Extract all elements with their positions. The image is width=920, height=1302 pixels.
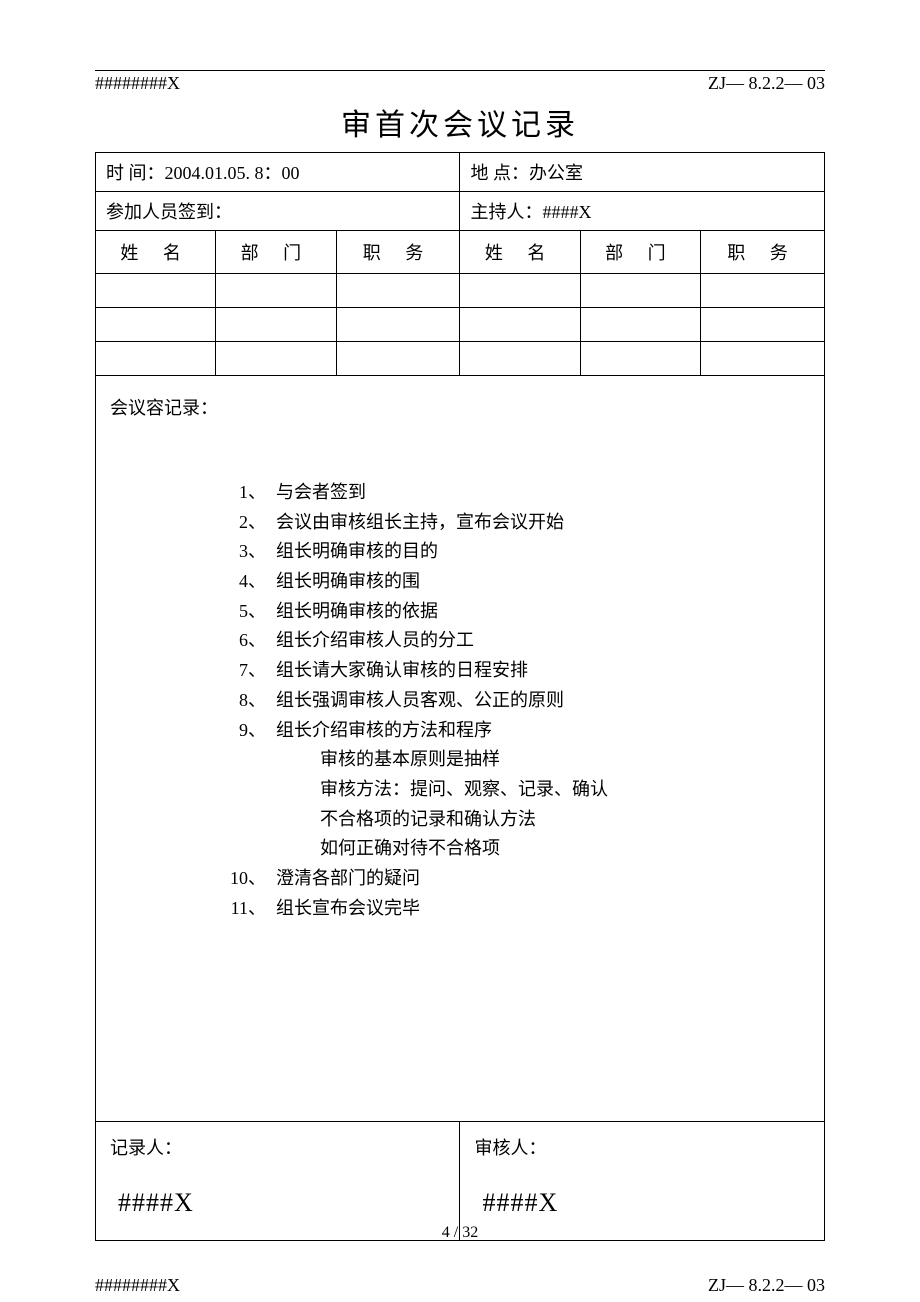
list-item: 组长明确审核的依据 bbox=[276, 597, 438, 627]
recorder-label: 记录人： bbox=[110, 1134, 445, 1160]
content-spacer bbox=[110, 923, 810, 1103]
list-num: 11、 bbox=[230, 894, 276, 924]
row-content: 会议容记录： 1、与会者签到 2、会议由审核组长主持，宣布会议开始 3、组长明确… bbox=[96, 376, 825, 1122]
table-row bbox=[96, 342, 825, 376]
auditor-label: 审核人： bbox=[474, 1134, 810, 1160]
colhead-duty-2: 职 务 bbox=[701, 231, 825, 274]
content-list: 1、与会者签到 2、会议由审核组长主持，宣布会议开始 3、组长明确审核的目的 4… bbox=[110, 478, 810, 923]
footer-right: ZJ— 8.2.2— 03 bbox=[708, 1275, 825, 1296]
list-item: 组长明确审核的目的 bbox=[276, 537, 438, 567]
list-item: 组长请大家确认审核的日程安排 bbox=[276, 656, 528, 686]
cell-attend: 参加人员签到： bbox=[96, 192, 460, 231]
cell-time: 时 间：2004.01.05. 8：00 bbox=[96, 153, 460, 192]
auditor-value: ####X bbox=[474, 1188, 810, 1218]
page-number: 4 / 32 bbox=[0, 1224, 920, 1242]
list-num: 7、 bbox=[230, 656, 276, 686]
list-num: 6、 bbox=[230, 626, 276, 656]
table-row bbox=[96, 308, 825, 342]
table-row bbox=[96, 274, 825, 308]
row-attend-host: 参加人员签到： 主持人：####X bbox=[96, 192, 825, 231]
list-num: 4、 bbox=[230, 567, 276, 597]
list-item: 组长介绍审核的方法和程序 bbox=[276, 716, 492, 746]
content-cell: 会议容记录： 1、与会者签到 2、会议由审核组长主持，宣布会议开始 3、组长明确… bbox=[96, 376, 825, 1122]
time-value: 2004.01.05. 8：00 bbox=[165, 163, 300, 183]
colhead-dept-2: 部 门 bbox=[580, 231, 700, 274]
list-sub: 不合格项的记录和确认方法 bbox=[230, 805, 810, 835]
colhead-name-2: 姓 名 bbox=[460, 231, 580, 274]
list-item: 组长介绍审核人员的分工 bbox=[276, 626, 474, 656]
place-value: 办公室 bbox=[529, 163, 583, 183]
list-num: 5、 bbox=[230, 597, 276, 627]
list-item: 会议由审核组长主持，宣布会议开始 bbox=[276, 508, 564, 538]
colhead-dept-1: 部 门 bbox=[216, 231, 336, 274]
page-title: 审首次会议记录 bbox=[95, 100, 825, 144]
list-item: 组长宣布会议完毕 bbox=[276, 894, 420, 924]
list-num: 1、 bbox=[230, 478, 276, 508]
list-item: 组长明确审核的围 bbox=[276, 567, 420, 597]
list-sub: 如何正确对待不合格项 bbox=[230, 834, 810, 864]
header-left: ########X bbox=[95, 73, 180, 94]
list-sub: 审核的基本原则是抽样 bbox=[230, 745, 810, 775]
host-label: 主持人： bbox=[470, 202, 542, 222]
colhead-name-1: 姓 名 bbox=[96, 231, 216, 274]
list-sub: 审核方法：提问、观察、记录、确认 bbox=[230, 775, 810, 805]
footer-left: ########X bbox=[95, 1275, 180, 1296]
cell-host: 主持人：####X bbox=[460, 192, 825, 231]
row-signatures: 记录人： ####X 审核人： ####X bbox=[96, 1122, 825, 1241]
recorder-value: ####X bbox=[110, 1188, 445, 1218]
row-time-place: 时 间：2004.01.05. 8：00 地 点：办公室 bbox=[96, 153, 825, 192]
footer-row: ########X ZJ— 8.2.2— 03 bbox=[95, 1275, 825, 1296]
document-table: 时 间：2004.01.05. 8：00 地 点：办公室 参加人员签到： 主持人… bbox=[95, 152, 825, 1241]
list-num: 3、 bbox=[230, 537, 276, 567]
cell-place: 地 点：办公室 bbox=[460, 153, 825, 192]
list-item: 组长强调审核人员客观、公正的原则 bbox=[276, 686, 564, 716]
cell-auditor: 审核人： ####X bbox=[460, 1122, 825, 1241]
list-item: 与会者签到 bbox=[276, 478, 366, 508]
content-heading: 会议容记录： bbox=[110, 394, 810, 420]
list-num: 10、 bbox=[230, 864, 276, 894]
time-label: 时 间： bbox=[106, 163, 165, 183]
list-num: 2、 bbox=[230, 508, 276, 538]
colhead-duty-1: 职 务 bbox=[336, 231, 460, 274]
list-num: 8、 bbox=[230, 686, 276, 716]
top-rule bbox=[95, 70, 825, 71]
list-item: 澄清各部门的疑问 bbox=[276, 864, 420, 894]
header-row: ########X ZJ— 8.2.2— 03 bbox=[95, 73, 825, 94]
list-num: 9、 bbox=[230, 716, 276, 746]
cell-recorder: 记录人： ####X bbox=[96, 1122, 460, 1241]
place-label: 地 点： bbox=[470, 163, 529, 183]
host-value: ####X bbox=[542, 202, 591, 222]
header-right: ZJ— 8.2.2— 03 bbox=[708, 73, 825, 94]
row-colheads: 姓 名 部 门 职 务 姓 名 部 门 职 务 bbox=[96, 231, 825, 274]
